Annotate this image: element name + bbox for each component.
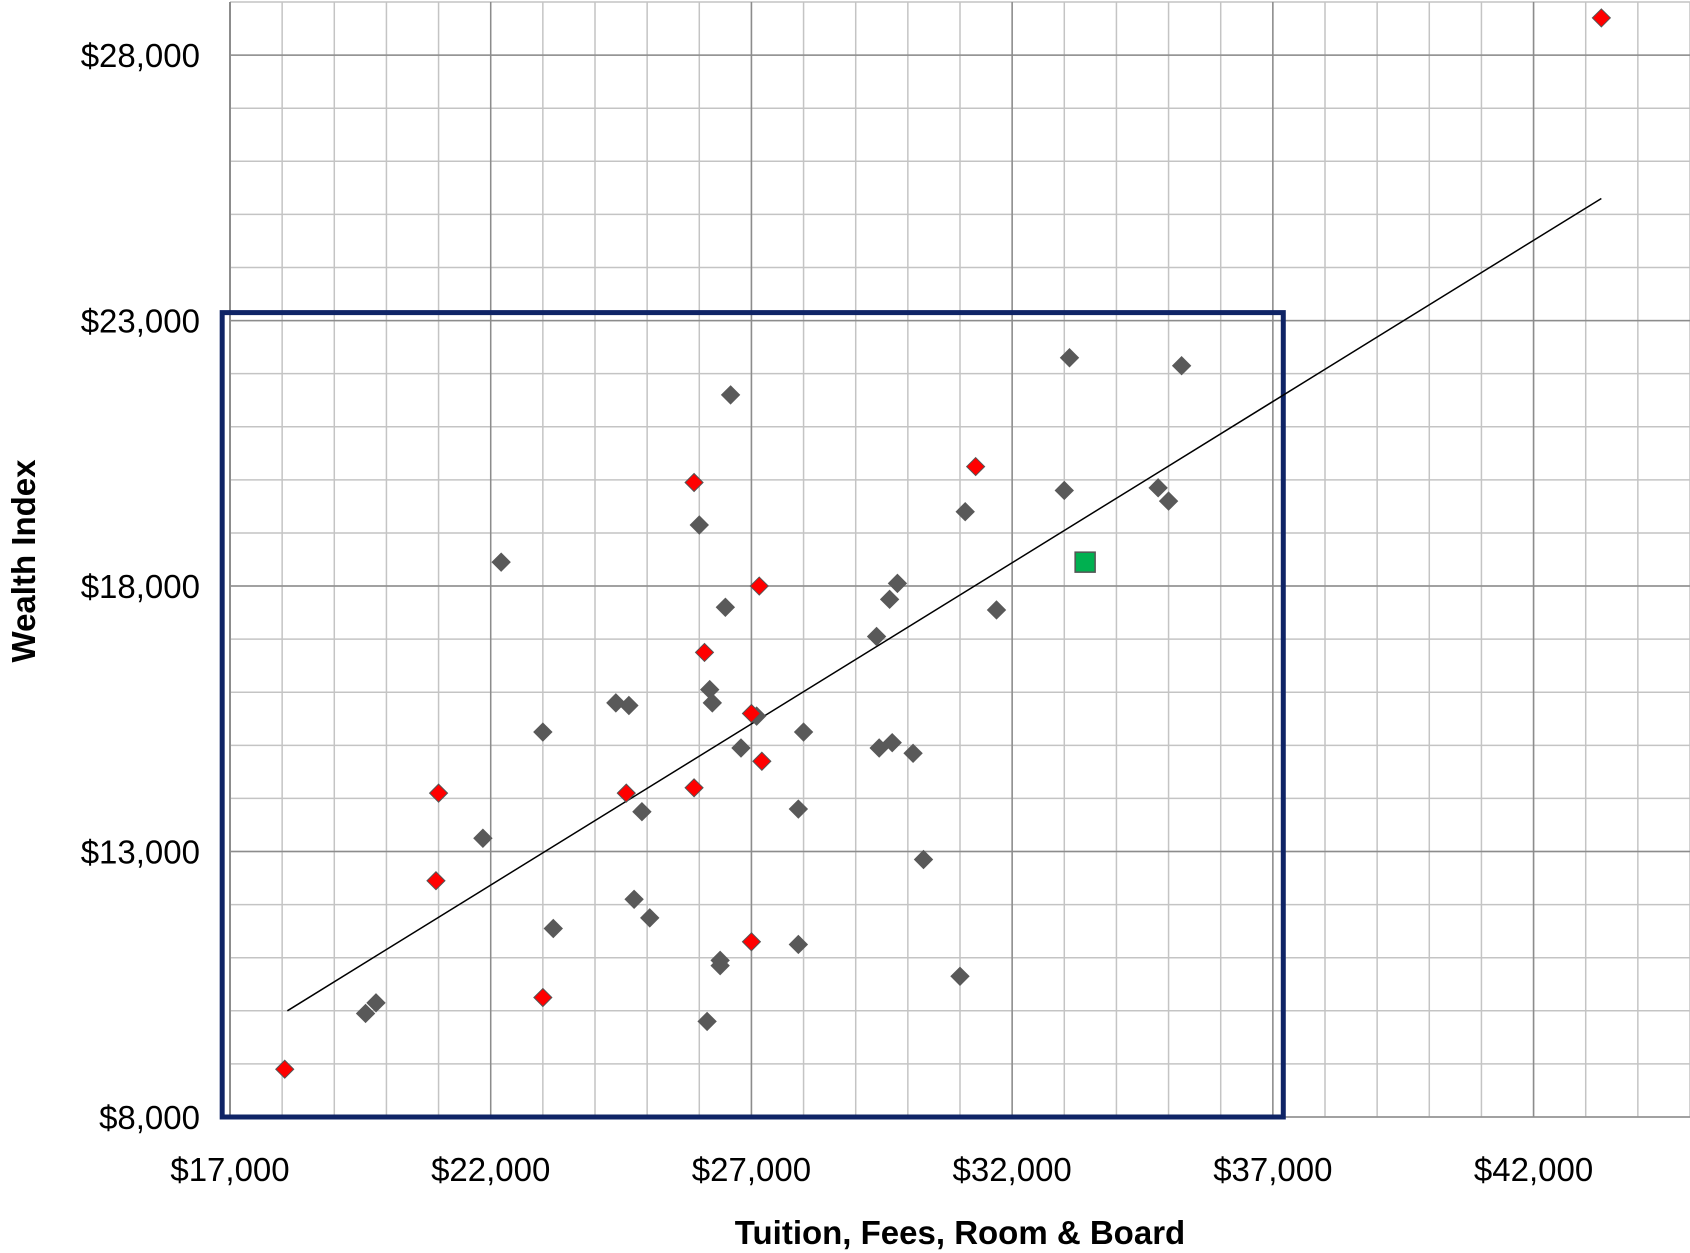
highlight-region [219, 310, 1286, 1120]
gray-diamond-point [632, 801, 652, 822]
trendline-group [286, 197, 1602, 1012]
gray-diamond-point [788, 934, 809, 955]
gray-diamond-point [866, 626, 887, 647]
gray-diamond-point [543, 918, 563, 939]
red-diamond-point [426, 871, 446, 891]
x-axis-ticks: $17,000 $22,000 $27,000 $32,000 $37,000 $42,0… [170, 1151, 1593, 1188]
y-tick-label: $28,000 [81, 37, 200, 74]
red-diamond-point [684, 472, 704, 493]
y-axis-title: Wealth Index [5, 459, 42, 663]
minor-gridlines [229, 1, 1690, 1118]
gray-diamond-point [788, 799, 809, 819]
y-tick-label: $18,000 [81, 568, 200, 605]
y-tick-label: $8,000 [99, 1099, 200, 1136]
gray-diamond-point [710, 955, 730, 976]
gray-diamond-point [697, 1011, 717, 1032]
red-diamond-point [616, 783, 636, 803]
gray-diamond-point [1054, 480, 1074, 501]
gray-diamond-point [702, 693, 723, 713]
gray-diamond-point [793, 722, 814, 742]
x-tick-label: $42,000 [1474, 1151, 1593, 1188]
trendline [286, 197, 1602, 1012]
gray-diamond-point [731, 738, 751, 758]
gray-diamond-point [606, 693, 626, 713]
red-diamond-point [275, 1059, 295, 1079]
red-diamond-point [749, 576, 769, 596]
data-points [275, 8, 1612, 1079]
green-square-point [1074, 551, 1096, 573]
x-axis-title: Tuition, Fees, Room & Board [735, 1214, 1185, 1251]
gray-diamond-point [366, 993, 386, 1013]
gray-diamond-point [887, 573, 908, 594]
red-diamond-point [752, 751, 772, 771]
x-tick-label: $32,000 [952, 1151, 1071, 1188]
y-tick-label: $13,000 [81, 834, 200, 871]
gray-diamond-point [473, 828, 493, 848]
red-diamond-point [965, 456, 986, 477]
gray-diamond-point [869, 738, 889, 758]
red-diamond-point [1591, 8, 1612, 28]
y-axis-ticks: $8,000 $13,000 $18,000 $23,000 $28,000 [81, 37, 200, 1136]
red-diamond-point [741, 932, 762, 952]
red-diamond-point [741, 703, 762, 724]
x-tick-label: $37,000 [1213, 1151, 1332, 1188]
gray-diamond-point [1148, 478, 1168, 498]
x-tick-label: $27,000 [692, 1151, 811, 1188]
y-tick-label: $23,000 [81, 303, 200, 340]
x-tick-label: $22,000 [431, 1151, 550, 1188]
gray-diamond-point [950, 966, 970, 987]
highlight-box [219, 310, 1286, 1120]
gray-diamond-point [720, 385, 741, 405]
gray-diamond-point [955, 502, 975, 522]
red-diamond-point [684, 778, 704, 798]
gray-diamond-point [879, 589, 900, 610]
red-diamond-point [694, 642, 715, 663]
x-tick-label: $17,000 [170, 1151, 289, 1188]
red-diamond-point [533, 987, 553, 1008]
gray-diamond-point [689, 515, 709, 535]
gray-diamond-point [913, 849, 934, 870]
gray-diamond-point [355, 1003, 376, 1024]
gray-diamond-point [624, 889, 644, 910]
red-diamond-point [428, 783, 449, 803]
gray-diamond-point [640, 908, 660, 928]
gray-diamond-point [1059, 348, 1080, 368]
gray-diamond-point [533, 722, 553, 742]
gray-diamond-point [1171, 355, 1192, 376]
gray-diamond-point [1158, 491, 1179, 511]
gray-diamond-point [986, 600, 1007, 620]
gray-diamond-point [491, 552, 511, 572]
gray-diamond-point [715, 597, 736, 617]
gray-diamond-point [903, 743, 923, 764]
gray-diamond-point [619, 695, 639, 716]
